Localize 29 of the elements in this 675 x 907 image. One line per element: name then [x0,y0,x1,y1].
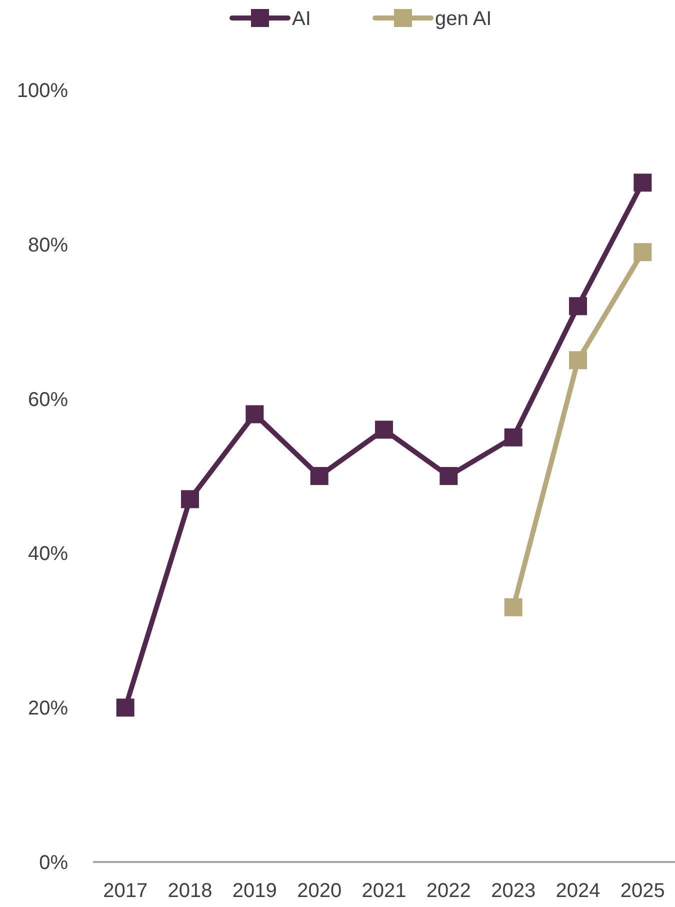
point [569,351,587,370]
legend-label: AI [292,8,311,30]
y-tick-label: 100% [16,80,68,102]
point [634,174,652,192]
y-tick-label: 60% [28,388,68,411]
y-tick-label: 40% [28,543,68,566]
y-tick-label: 80% [28,234,68,256]
y-tick-label: 0% [39,852,68,874]
point [375,420,393,439]
x-tick-label: 2021 [362,880,406,902]
x-tick-label: 2020 [297,880,342,902]
x-tick-label: 2022 [426,880,471,902]
point [440,467,458,485]
x-tick-label: 2019 [232,880,277,902]
point [504,428,522,446]
point [634,243,652,262]
point [181,490,199,508]
x-tick-label: 2023 [491,880,536,902]
legend-label: gen AI [435,8,492,30]
point [116,698,134,717]
point [569,297,587,316]
point [246,405,264,424]
x-tick-label: 2024 [556,880,600,902]
point [504,598,522,616]
y-tick-label: 20% [28,698,68,720]
x-tick-label: 2018 [168,880,212,902]
point [310,467,328,485]
x-tick-label: 2017 [103,880,148,902]
x-tick-label: 2025 [620,880,665,902]
